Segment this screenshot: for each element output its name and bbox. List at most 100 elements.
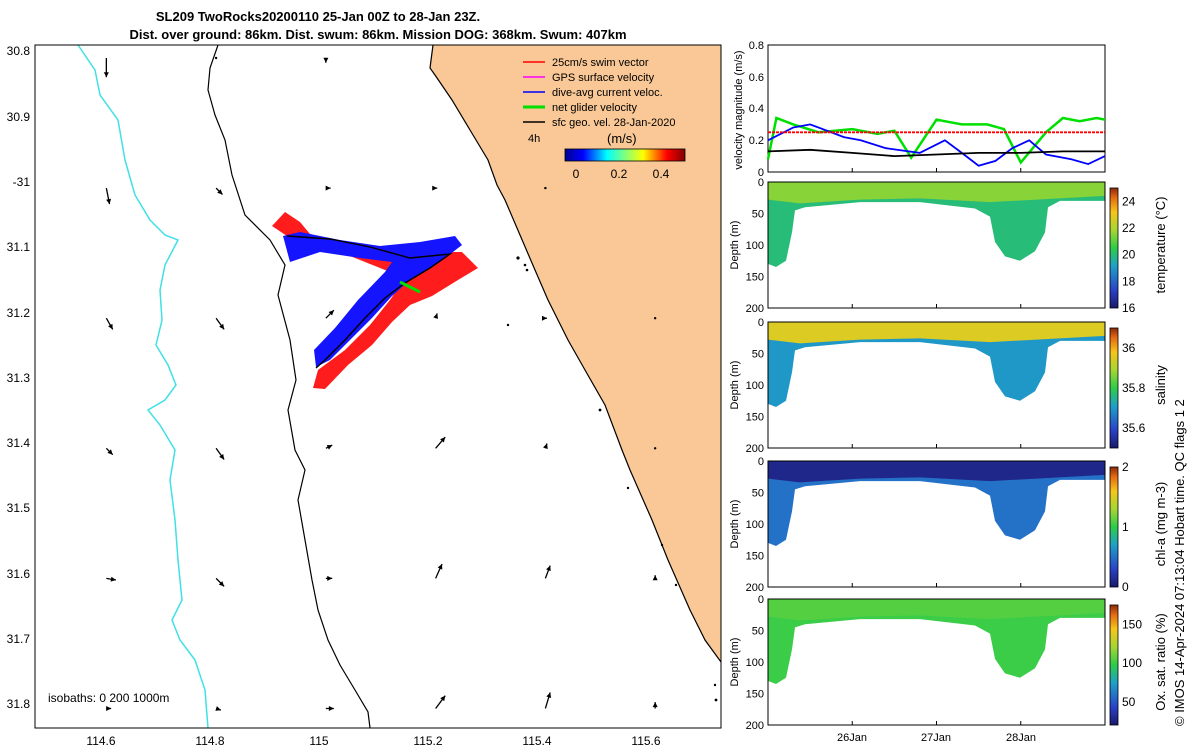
geo-velocity-arrow	[325, 444, 333, 450]
section-deep-layer	[768, 599, 1105, 685]
depth-tick-label: 0	[758, 456, 764, 468]
colorbar-tick-label: 150	[1122, 617, 1142, 631]
map-legend: 25cm/s swim vector GPS surface velocity …	[523, 57, 686, 181]
velocity-frame	[767, 44, 1106, 173]
depth-axis-label: Depth (m)	[729, 361, 741, 410]
velocity-line-dive-avg-current	[767, 123, 1106, 167]
lat-tick-label: 30.9	[7, 110, 31, 124]
geo-velocity-arrow	[325, 309, 335, 319]
glider-track	[272, 212, 478, 389]
section-colorbar	[1109, 604, 1119, 726]
lon-tick-label: 115.4	[522, 734, 551, 748]
depth-tick-label: 100	[746, 240, 764, 252]
section-colorbar	[1109, 466, 1119, 588]
geo-velocity-arrow	[432, 185, 438, 191]
credit-line: © IMOS 14-Apr-2024 07:13:04 Hobart time.…	[1172, 399, 1187, 726]
land-polygon	[430, 45, 721, 662]
section-deep-layer	[768, 182, 1105, 268]
geo-velocity-arrow	[541, 315, 547, 321]
lat-tick-label: 31.7	[7, 632, 31, 646]
geo-velocity-arrow	[653, 317, 657, 320]
colorbar-tick-label: 50	[1122, 695, 1136, 709]
lat-tick-label: 31.3	[7, 371, 31, 385]
geo-velocity-arrow	[325, 705, 334, 711]
lat-tick-label: 31.4	[7, 436, 31, 450]
colorbar-tick-label: 0	[1122, 580, 1129, 594]
time-axis: 26Jan 27Jan 28Jan	[837, 732, 1036, 744]
depth-tick-label: 200	[746, 303, 764, 315]
vel-ytick: 0.2	[749, 135, 764, 147]
colorbar-tick-label: 22	[1122, 221, 1136, 235]
colorbar-label: Ox. sat. ratio (%)	[1153, 613, 1168, 711]
geo-velocity-arrow	[215, 187, 223, 195]
interval-label: 4h	[528, 133, 540, 145]
geo-velocity-arrow	[433, 313, 439, 319]
lat-tick-label: 30.8	[7, 44, 31, 58]
lon-tick-label: 115.2	[413, 734, 442, 748]
depth-tick-label: 50	[752, 488, 764, 500]
depth-tick-label: 200	[746, 720, 764, 732]
geo-velocity-arrow	[323, 57, 329, 63]
legend-label: 25cm/s swim vector	[552, 57, 649, 69]
geo-velocity-arrow	[652, 575, 658, 581]
geo-velocity-arrow	[105, 447, 114, 456]
geo-velocity-arrow	[544, 186, 547, 190]
colorbar-tick-label: 1	[1122, 520, 1129, 534]
legend-label: sfc geo. vel. 28-Jan-2020	[552, 117, 676, 129]
colorbar-tick-label: 2	[1122, 460, 1129, 474]
depth-tick-label: 0	[758, 177, 764, 189]
current-vectors-band	[283, 232, 462, 367]
geo-velocity-arrow	[435, 436, 446, 449]
depth-tick-label: 100	[746, 519, 764, 531]
colorbar-tick-label: 16	[1122, 301, 1136, 315]
geo-velocity-arrow	[105, 317, 114, 330]
lat-tick-label: 31.2	[7, 306, 31, 320]
lon-tick-label: 115.6	[631, 734, 660, 748]
colorbar-tick-label: 100	[1122, 656, 1142, 670]
net-glider-velocity-arrow	[399, 280, 421, 294]
geo-velocity-arrow	[106, 705, 112, 711]
depth-tick-label: 50	[752, 349, 764, 361]
colorbar-tick-label: 18	[1122, 274, 1136, 288]
section-deep-layer	[768, 461, 1105, 547]
geo-velocity-arrow	[325, 185, 331, 191]
section-surface-layer	[768, 461, 1105, 483]
section-panel: 0 50 100 150 200 Depth (m) 0 1 2 chl-a (mg m-3)	[729, 456, 1168, 594]
lon-tick-label: 114.6	[86, 734, 115, 748]
depth-tick-label: 150	[746, 412, 764, 424]
geo-velocity-arrow	[215, 706, 222, 711]
geo-velocity-arrow	[543, 443, 548, 450]
vel-ylabel: velocity magnitude (m/s)	[733, 50, 745, 169]
lat-tick-label: 31.6	[7, 567, 31, 581]
colorbar-tick-label: 35.6	[1122, 421, 1146, 435]
vel-ytick: 0.8	[749, 40, 764, 52]
lat-tick-label: 31.5	[7, 501, 31, 515]
depth-axis-label: Depth (m)	[729, 638, 741, 687]
colorbar-label: salinity	[1153, 365, 1168, 405]
speed-colorbar-tick: 0.4	[653, 167, 670, 181]
isobath-0	[429, 45, 721, 663]
vel-ytick: 0.4	[749, 103, 764, 115]
depth-tick-label: 0	[758, 317, 764, 329]
lon-axis: 114.6 114.8 115 115.2 115.4 115.6	[86, 734, 660, 748]
colorbar-tick-label: 24	[1122, 194, 1136, 208]
glider-track-line	[286, 235, 453, 369]
geo-velocity-arrow	[105, 187, 112, 205]
depth-axis-label: Depth (m)	[729, 500, 741, 549]
map-panel: 30.8 30.9 -31 31.1 31.2 31.3 31.4 31.5 3…	[7, 44, 722, 748]
section-colorbar	[1109, 187, 1119, 309]
speed-colorbar	[564, 148, 686, 162]
vel-ytick: 0.6	[749, 72, 764, 84]
depth-tick-label: 0	[758, 594, 764, 606]
speed-colorbar-label: (m/s)	[607, 131, 637, 146]
depth-tick-label: 150	[746, 272, 764, 284]
legend-label: dive-avg current veloc.	[552, 87, 663, 99]
lon-tick-label: 114.8	[195, 734, 224, 748]
speed-colorbar-tick: 0	[573, 167, 580, 181]
geo-velocity-arrow	[106, 576, 117, 582]
depth-tick-label: 100	[746, 380, 764, 392]
isobath-200	[77, 45, 209, 728]
geo-velocity-arrow	[435, 563, 443, 579]
depth-tick-label: 200	[746, 443, 764, 455]
